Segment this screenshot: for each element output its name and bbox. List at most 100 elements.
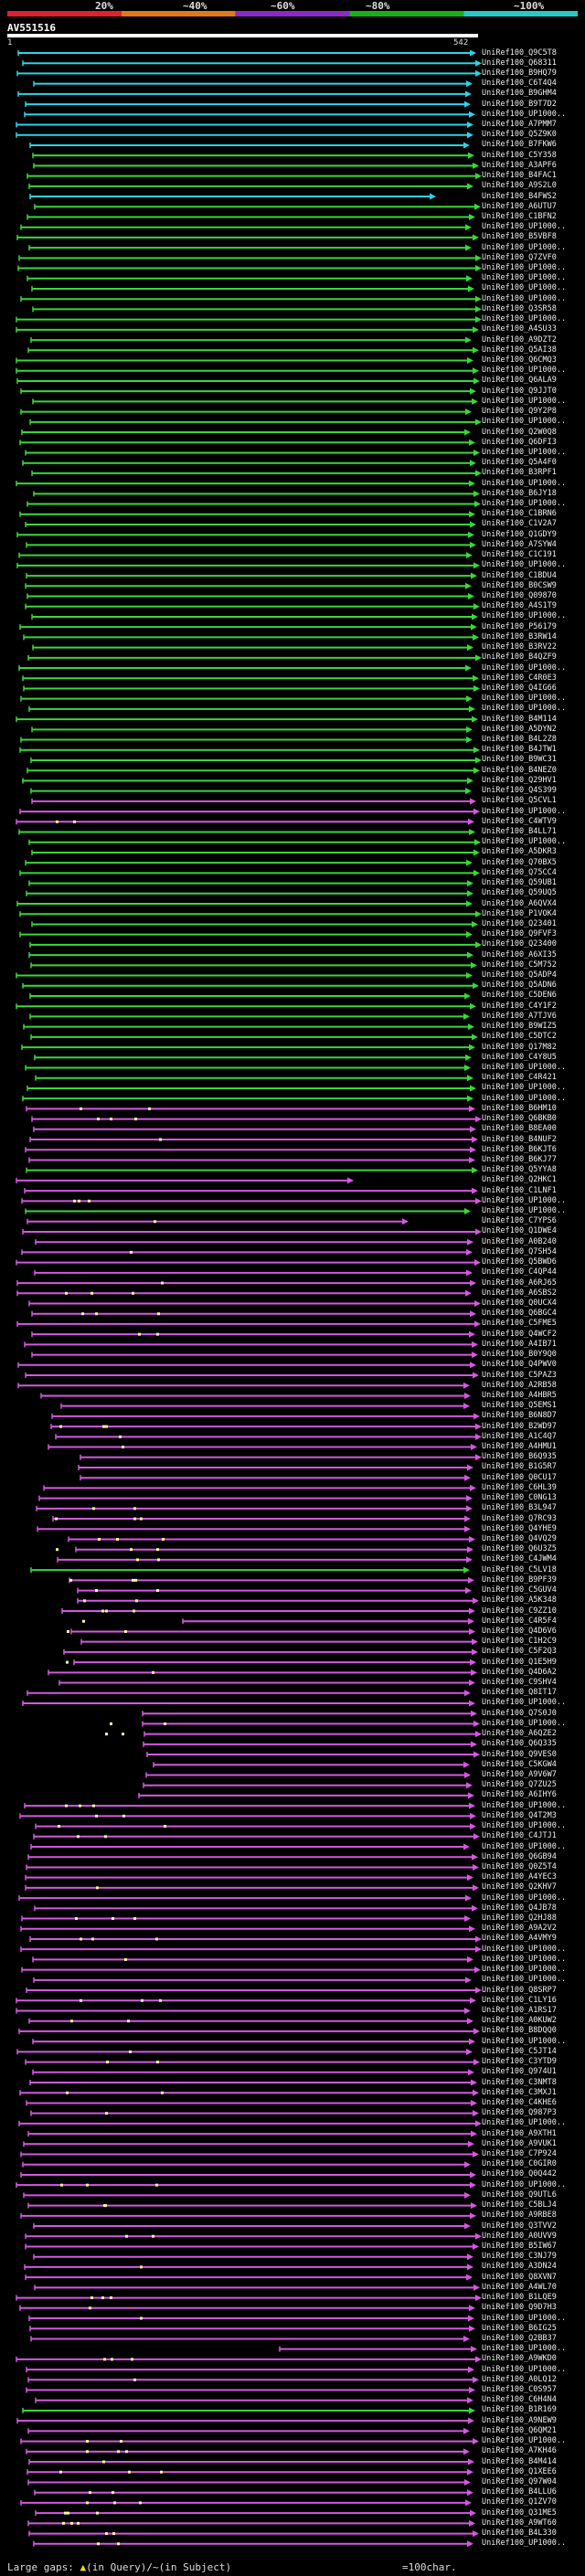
hit-label[interactable]: UniRef100_UP1000.. <box>482 704 567 714</box>
hit-label[interactable]: UniRef100_Q5CVL1 <box>482 796 557 806</box>
hit-label[interactable]: UniRef100_UP1000.. <box>482 447 567 457</box>
hit-label[interactable]: UniRef100_B3RV22 <box>482 642 557 652</box>
hit-label[interactable]: UniRef100_Q4VQ29 <box>482 1533 557 1543</box>
hit-label[interactable]: UniRef100_B6KJ77 <box>482 1154 557 1164</box>
hit-label[interactable]: UniRef100_UP1000.. <box>482 417 567 427</box>
hit-label[interactable]: UniRef100_B3RW14 <box>482 631 557 641</box>
hit-label[interactable]: UniRef100_Q5ADN6 <box>482 981 557 991</box>
hit-label[interactable]: UniRef100_Q3SR58 <box>482 303 557 313</box>
hit-label[interactable]: UniRef100_C0GIR0 <box>482 2159 557 2169</box>
hit-label[interactable]: UniRef100_C4KHE6 <box>482 2097 557 2107</box>
hit-label[interactable]: UniRef100_B4M114 <box>482 714 557 724</box>
hit-label[interactable]: UniRef100_Q68311 <box>482 58 557 68</box>
hit-label[interactable]: UniRef100_Q9D7H3 <box>482 2303 557 2313</box>
hit-label[interactable]: UniRef100_Q4WCF2 <box>482 1329 557 1339</box>
hit-label[interactable]: UniRef100_B4NUF2 <box>482 1134 557 1144</box>
hit-label[interactable]: UniRef100_C5GUV4 <box>482 1585 557 1595</box>
hit-label[interactable]: UniRef100_Q59UQ5 <box>482 888 557 898</box>
hit-label[interactable]: UniRef100_A5DYN2 <box>482 724 557 734</box>
hit-label[interactable]: UniRef100_Q1ZV70 <box>482 2497 557 2507</box>
hit-label[interactable]: UniRef100_C5PAZ3 <box>482 1370 557 1380</box>
hit-label[interactable]: UniRef100_UP1000.. <box>482 663 567 673</box>
hit-label[interactable]: UniRef100_C7P924 <box>482 2149 557 2159</box>
hit-label[interactable]: UniRef100_B9T7D2 <box>482 99 557 109</box>
hit-label[interactable]: UniRef100_C1BDU4 <box>482 570 557 580</box>
hit-label[interactable]: UniRef100_A4SU33 <box>482 324 557 334</box>
hit-label[interactable]: UniRef100_UP1000.. <box>482 2539 567 2549</box>
hit-label[interactable]: UniRef100_UP1000.. <box>482 263 567 273</box>
hit-label[interactable]: UniRef100_UP1000.. <box>482 1975 567 1985</box>
hit-label[interactable]: UniRef100_A7PMM7 <box>482 120 557 130</box>
hit-label[interactable]: UniRef100_C4R0E3 <box>482 673 557 683</box>
hit-label[interactable]: UniRef100_Q987P3 <box>482 2108 557 2118</box>
hit-label[interactable]: UniRef100_UP1000.. <box>482 1063 567 1072</box>
hit-label[interactable]: UniRef100_Q4D6A2 <box>482 1667 557 1677</box>
hit-label[interactable]: UniRef100_A1C4Q7 <box>482 1431 557 1441</box>
hit-label[interactable]: UniRef100_A4YEC3 <box>482 1872 557 1882</box>
hit-label[interactable]: UniRef100_C4R5F4 <box>482 1616 557 1626</box>
hit-label[interactable]: UniRef100_Q2HKC1 <box>482 1175 557 1185</box>
hit-label[interactable]: UniRef100_A9NEW9 <box>482 2415 557 2425</box>
hit-label[interactable]: UniRef100_UP1000.. <box>482 499 567 509</box>
hit-label[interactable]: UniRef100_B8DQQ0 <box>482 2026 557 2036</box>
hit-label[interactable]: UniRef100_C1BRN6 <box>482 509 557 519</box>
hit-label[interactable]: UniRef100_A0B240 <box>482 1236 557 1246</box>
hit-label[interactable]: UniRef100_UP1000.. <box>482 2118 567 2128</box>
hit-label[interactable]: UniRef100_UP1000.. <box>482 1841 567 1851</box>
hit-label[interactable]: UniRef100_C5JT14 <box>482 2046 557 2056</box>
hit-label[interactable]: UniRef100_Q29HV1 <box>482 775 557 785</box>
hit-label[interactable]: UniRef100_UP1000.. <box>482 806 567 816</box>
hit-label[interactable]: UniRef100_Q5EMS1 <box>482 1401 557 1411</box>
hit-label[interactable]: UniRef100_Q70BX5 <box>482 857 557 867</box>
hit-label[interactable]: UniRef100_C3NMT8 <box>482 2077 557 2087</box>
hit-label[interactable]: UniRef100_UP1000.. <box>482 2036 567 2046</box>
hit-label[interactable]: UniRef100_Q6CMQ3 <box>482 355 557 366</box>
hit-label[interactable]: UniRef100_A7TJV6 <box>482 1011 557 1021</box>
hit-label[interactable]: UniRef100_C0S957 <box>482 2385 557 2395</box>
hit-label[interactable]: UniRef100_Q7RC93 <box>482 1513 557 1523</box>
hit-label[interactable]: UniRef100_Q2BB37 <box>482 2333 557 2343</box>
hit-label[interactable]: UniRef100_UP1000.. <box>482 1954 567 1964</box>
hit-label[interactable]: UniRef100_B3L947 <box>482 1503 557 1513</box>
hit-label[interactable]: UniRef100_Q0CU17 <box>482 1472 557 1482</box>
hit-label[interactable]: UniRef100_B5IW67 <box>482 2241 557 2251</box>
hit-label[interactable]: UniRef100_B4FAC1 <box>482 171 557 181</box>
hit-label[interactable]: UniRef100_Q97W04 <box>482 2476 557 2486</box>
hit-label[interactable]: UniRef100_Q6Q335 <box>482 1739 557 1749</box>
hit-label[interactable]: UniRef100_C4JWM4 <box>482 1554 557 1564</box>
hit-label[interactable]: UniRef100_B0Y9Q0 <box>482 1350 557 1360</box>
hit-label[interactable]: UniRef100_UP1000.. <box>482 478 567 488</box>
hit-label[interactable]: UniRef100_Q2HJ88 <box>482 1913 557 1924</box>
hit-label[interactable]: UniRef100_Q6GB94 <box>482 1851 557 1861</box>
hit-label[interactable]: UniRef100_P1VOK4 <box>482 908 557 918</box>
hit-label[interactable]: UniRef100_Q0Z5T4 <box>482 1861 557 1871</box>
hit-label[interactable]: UniRef100_A5K348 <box>482 1595 557 1606</box>
hit-label[interactable]: UniRef100_A9RBE8 <box>482 2210 557 2221</box>
hit-label[interactable]: UniRef100_UP1000.. <box>482 1800 567 1810</box>
hit-label[interactable]: UniRef100_C1V2A7 <box>482 519 557 529</box>
hit-label[interactable]: UniRef100_C7YPS6 <box>482 1216 557 1226</box>
hit-label[interactable]: UniRef100_Q5BWD6 <box>482 1257 557 1267</box>
hit-label[interactable]: UniRef100_UP1000.. <box>482 1093 567 1103</box>
hit-label[interactable]: UniRef100_Q5AI38 <box>482 345 557 355</box>
hit-label[interactable]: UniRef100_B1LQE9 <box>482 2293 557 2303</box>
hit-label[interactable]: UniRef100_Q5A4F0 <box>482 458 557 468</box>
hit-label[interactable]: UniRef100_C3MXJ1 <box>482 2087 557 2097</box>
hit-label[interactable]: UniRef100_C4JTJ1 <box>482 1831 557 1841</box>
hit-label[interactable]: UniRef100_UP1000.. <box>482 283 567 293</box>
hit-label[interactable]: UniRef100_UP1000.. <box>482 1821 567 1831</box>
hit-label[interactable]: UniRef100_A4WL70 <box>482 2282 557 2292</box>
hit-label[interactable]: UniRef100_C6HL39 <box>482 1482 557 1492</box>
hit-label[interactable]: UniRef100_B6IG25 <box>482 2323 557 2333</box>
hit-label[interactable]: UniRef100_C4Y8U5 <box>482 1052 557 1062</box>
hit-label[interactable]: UniRef100_Q8SRP7 <box>482 1985 557 1995</box>
hit-label[interactable]: UniRef100_Q9UTL6 <box>482 2189 557 2200</box>
hit-label[interactable]: UniRef100_B1R169 <box>482 2405 557 2415</box>
hit-label[interactable]: UniRef100_C9SHV4 <box>482 1678 557 1688</box>
hit-label[interactable]: UniRef100_UP1000.. <box>482 1698 567 1708</box>
hit-label[interactable]: UniRef100_B9PF39 <box>482 1574 557 1585</box>
hit-label[interactable]: UniRef100_B0CSW9 <box>482 580 557 590</box>
hit-label[interactable]: UniRef100_A6IHY6 <box>482 1790 557 1800</box>
hit-label[interactable]: UniRef100_Q6ALA9 <box>482 376 557 386</box>
hit-label[interactable]: UniRef100_A6RJ65 <box>482 1277 557 1288</box>
